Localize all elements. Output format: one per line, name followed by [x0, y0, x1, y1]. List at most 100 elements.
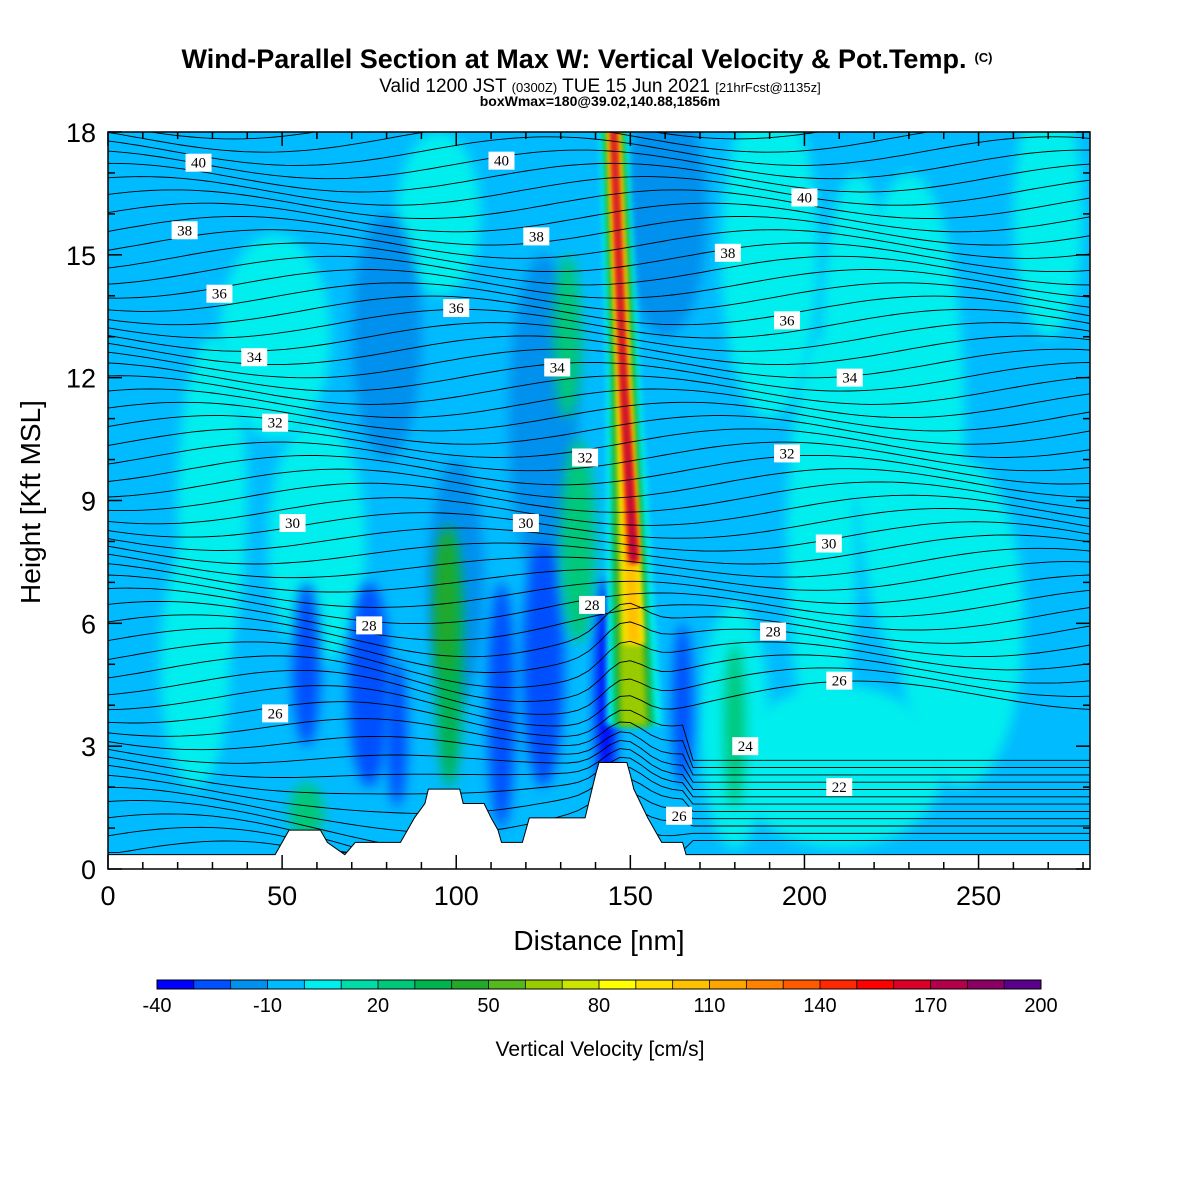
- isentrope-line: [108, 215, 1090, 246]
- isentrope-line: [108, 454, 1090, 486]
- svg-text:38: 38: [720, 246, 735, 262]
- velocity-region: [734, 684, 944, 849]
- svg-text:24: 24: [738, 739, 754, 755]
- isentrope-line: [108, 401, 1090, 432]
- svg-text:40: 40: [494, 154, 509, 170]
- contour-label: 26: [262, 704, 289, 723]
- isentrope-line: [108, 176, 1090, 206]
- contour-label: 38: [523, 227, 550, 246]
- contour-labels: 40 40 40 38 38 38 36 36 36 34 34 34 32 32 32 30 30 30 28 28…: [171, 151, 863, 825]
- subtitle-date: TUE 15 Jun 2021: [557, 76, 715, 97]
- y-axis-label: Height [Kft MSL]: [15, 400, 46, 604]
- velocity-region: [672, 623, 694, 788]
- velocity-region: [487, 582, 516, 829]
- isentrope-line: [108, 189, 1090, 219]
- x-tick-label: 0: [100, 881, 115, 911]
- subtitle-utc: (0300Z): [512, 80, 558, 95]
- isentrope-line: [108, 574, 1090, 608]
- contour-label: 32: [572, 448, 599, 467]
- terrain: [108, 762, 1090, 869]
- colorbar-swatch: [709, 980, 747, 989]
- colorbar-tick-label: 20: [367, 995, 389, 1017]
- colorbar-tick-label: 80: [588, 995, 610, 1017]
- velocity-region: [1013, 132, 1084, 337]
- svg-text:26: 26: [672, 809, 688, 825]
- isentrope-line: [108, 361, 1090, 392]
- colorbar-swatch: [488, 980, 526, 989]
- chart-title: Wind-Parallel Section at Max W: Vertical…: [181, 44, 992, 74]
- isentrope-line: [108, 308, 1090, 339]
- contour-label: 38: [171, 221, 198, 240]
- isentrope-line: [108, 468, 1090, 500]
- isentrope-line: [108, 375, 1090, 405]
- chart-title-main: Wind-Parallel Section at Max W: Vertical…: [181, 44, 966, 74]
- contour-label: 34: [241, 348, 268, 367]
- colorbar-tick-label: 110: [694, 995, 726, 1017]
- svg-text:38: 38: [529, 229, 544, 245]
- isentrope-line: [108, 494, 1090, 526]
- subtitle-valid: Valid 1200 JST: [379, 76, 511, 97]
- colorbar-swatch: [746, 980, 784, 989]
- y-tick-label: 15: [66, 241, 96, 271]
- isentrope-line: [148, 132, 822, 140]
- contour-label: 40: [791, 188, 818, 207]
- svg-text:28: 28: [766, 625, 781, 641]
- svg-text:32: 32: [268, 416, 283, 432]
- contour-label: 28: [760, 622, 787, 641]
- velocity-region: [435, 529, 457, 677]
- updraft-band: [612, 132, 636, 562]
- isentrope-line: [108, 654, 1090, 702]
- isentrope-line: [108, 621, 1090, 673]
- svg-text:32: 32: [578, 451, 593, 467]
- colorbar-swatch: [783, 980, 821, 989]
- contour-label: 40: [185, 153, 212, 172]
- colorbar-tick-label: -10: [253, 995, 282, 1017]
- isentrope-line: [108, 322, 1090, 352]
- svg-text:32: 32: [780, 446, 795, 462]
- plot-area: 40 40 40 38 38 38 36 36 36 34 34 34 32 32 32 30 30 30 28 28…: [108, 132, 1090, 869]
- isentrope-line: [108, 667, 1090, 715]
- subtitle-forecast: [21hrFcst@1135z]: [715, 80, 820, 95]
- contour-label: 26: [666, 806, 693, 825]
- colorbar-swatch: [967, 980, 1005, 989]
- colorbar-swatch: [378, 980, 416, 989]
- contour-label: 30: [815, 534, 842, 553]
- colorbar-swatch: [599, 980, 637, 989]
- isentrope-line: [108, 481, 1090, 513]
- colorbar-swatch: [562, 980, 600, 989]
- svg-text:40: 40: [797, 191, 812, 207]
- contour-label: 36: [774, 311, 801, 330]
- velocity-region: [623, 132, 707, 337]
- svg-text:34: 34: [247, 350, 263, 366]
- contour-label: 32: [262, 413, 289, 432]
- svg-text:40: 40: [191, 156, 206, 172]
- isentrope-line: [108, 602, 1090, 658]
- svg-text:36: 36: [449, 301, 465, 317]
- contour-label: 36: [206, 284, 233, 303]
- colorbar-swatch: [893, 980, 931, 989]
- svg-text:34: 34: [842, 371, 858, 387]
- contour-label: 30: [512, 514, 539, 533]
- colorbar-swatch: [1004, 980, 1042, 989]
- colorbar-swatch: [304, 980, 342, 989]
- colorbar-swatch: [341, 980, 379, 989]
- svg-text:26: 26: [268, 706, 284, 722]
- isentrope-line: [108, 282, 1090, 312]
- isentrope-line: [108, 388, 1090, 419]
- chart-subtitle: Valid 1200 JST (0300Z) TUE 15 Jun 2021 […: [379, 76, 820, 97]
- x-axis-label: Distance [nm]: [513, 925, 684, 956]
- isentrope-line: [108, 739, 1090, 783]
- y-tick-label: 9: [81, 487, 96, 517]
- isentrope-line: [108, 348, 1090, 379]
- isentrope-line: [108, 335, 1090, 366]
- isentrope-line: [108, 640, 1090, 688]
- isentrope-line: [108, 149, 1090, 180]
- isentrope-line: [108, 136, 1090, 166]
- svg-text:26: 26: [832, 674, 848, 690]
- colorbar-title: Vertical Velocity [cm/s]: [496, 1038, 705, 1061]
- colorbar-swatch: [451, 980, 489, 989]
- velocity-region: [397, 132, 481, 296]
- contour-label: 36: [443, 299, 470, 318]
- svg-text:30: 30: [518, 516, 533, 532]
- svg-text:30: 30: [285, 516, 300, 532]
